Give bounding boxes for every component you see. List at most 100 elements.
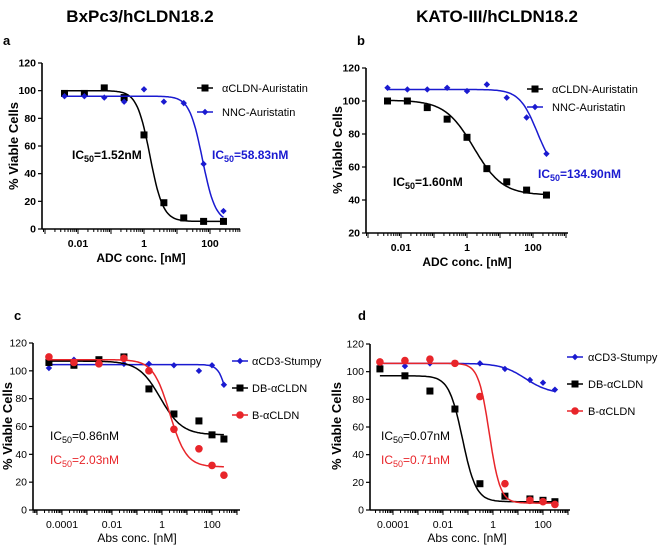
y-tick-label: 80 [24,113,36,125]
data-point [426,387,434,395]
data-point [140,131,148,139]
y-tick-label: 120 [9,338,27,350]
series-B-αCLDN [376,355,559,509]
y-tick-label: 40 [348,195,360,207]
y-tick-label: 60 [348,162,360,174]
y-axis-title: % Viable Cells [329,382,344,470]
data-point [45,353,53,361]
data-point [451,405,459,413]
x-tick-label: 100 [203,519,221,531]
ic50-annotation: IC50=2.03nM [50,453,119,469]
data-point [376,365,384,373]
data-point [208,362,216,369]
y-tick-label: 20 [352,477,364,489]
data-point [476,360,484,367]
x-tick-label: 0.0001 [377,519,409,531]
series-NNC-Auristatin [384,81,550,157]
legend-label: DB-αCLDN [588,379,643,391]
y-tick-label: 60 [15,421,27,433]
data-point [542,191,550,199]
legend-label: αCD3-Stumpy [588,352,658,364]
data-point [180,99,187,107]
data-point [483,81,491,88]
y-tick-label: 120 [18,58,36,70]
data-point [195,367,203,375]
data-point [539,497,547,506]
ic50-annotation: IC50=0.86nM [50,429,119,445]
x-tick-label: 0.01 [391,242,412,254]
legend-label: αCD3-Stumpy [252,356,322,368]
data-point [426,355,434,364]
fit-curve [48,358,224,468]
data-point [70,358,78,367]
y-axis-title: % Viable Cells [6,102,21,190]
chart-panel-a: a 0 20 40 60 80 100 120 0.01 1 100 ADC conc. [nM] % … [3,33,308,265]
legend-marker [236,411,244,419]
data-point [160,199,168,207]
data-point [384,97,392,105]
data-point [476,392,484,401]
data-point [220,381,228,388]
data-point [523,186,531,194]
data-point [145,367,153,375]
heading-right: KATO-III/hCLDN18.2 [416,7,578,26]
legend-marker [531,85,539,93]
x-tick-label: 1 [159,519,165,531]
ic50-annotation: IC50=1.52nM [72,148,142,164]
data-point [443,115,451,123]
chart-panel-b: b 20 40 60 80 100 120 0.01 1 100 ADC conc. [nM] % V… [330,33,638,269]
data-point [404,86,411,93]
y-tick-label: 60 [24,141,36,153]
data-point [160,98,168,105]
y-tick-label: 40 [24,168,36,180]
ic50-annotation: IC50=134.90nM [538,167,621,183]
legend-label: B-αCLDN [252,410,299,422]
data-point [503,94,510,101]
data-point [120,354,128,363]
y-tick-label: 80 [352,394,364,406]
y-tick-label: 20 [15,477,27,489]
ic50-annotation: IC50=0.07nM [381,429,450,445]
legend-label: B-αCLDN [588,406,635,418]
data-point [551,386,559,393]
x-axis-title: ADC conc. [nM] [422,255,511,269]
panel-label: c [14,308,21,323]
data-point [195,444,203,453]
series-NNC-Auristatin [61,86,227,218]
data-point [45,358,53,366]
fit-curve [64,89,224,223]
panel-label: b [357,33,365,48]
y-tick-label: 100 [346,366,364,378]
fit-curve [379,375,555,503]
data-point [526,496,534,505]
series-B-αCLDN [45,353,228,480]
data-point [376,358,384,366]
data-point [523,114,530,121]
data-point [100,84,108,92]
x-tick-label: 1 [490,519,496,531]
data-point [120,94,128,102]
legend-marker [571,407,579,415]
legend-label: αCLDN-Auristatin [552,84,638,96]
legend-marker [201,108,209,116]
x-tick-label: 0.01 [68,238,89,250]
x-tick-label: 0.0001 [46,519,78,531]
series-αCLDN-Auristatin [384,97,550,199]
data-point [526,376,534,384]
y-tick-label: 80 [15,393,27,405]
legend-label: NNC-Auristatin [552,102,625,114]
heading-left: BxPc3/hCLDN18.2 [66,7,213,26]
x-tick-label: 100 [524,242,542,254]
chart-panel-d: d 0 20 40 60 80 100 120 0.0001 0.01 1 100 Abs conc. … [329,308,658,545]
data-point [170,425,178,434]
data-point [551,500,559,509]
data-point [145,360,153,368]
y-axis-title: % Viable Cells [0,382,15,470]
data-point [200,217,208,225]
data-point [539,379,547,386]
y-tick-label: 20 [24,196,36,208]
ic50-annotation: IC50=58.83nM [212,148,288,164]
data-point [200,160,207,168]
x-tick-label: 0.01 [102,519,123,531]
